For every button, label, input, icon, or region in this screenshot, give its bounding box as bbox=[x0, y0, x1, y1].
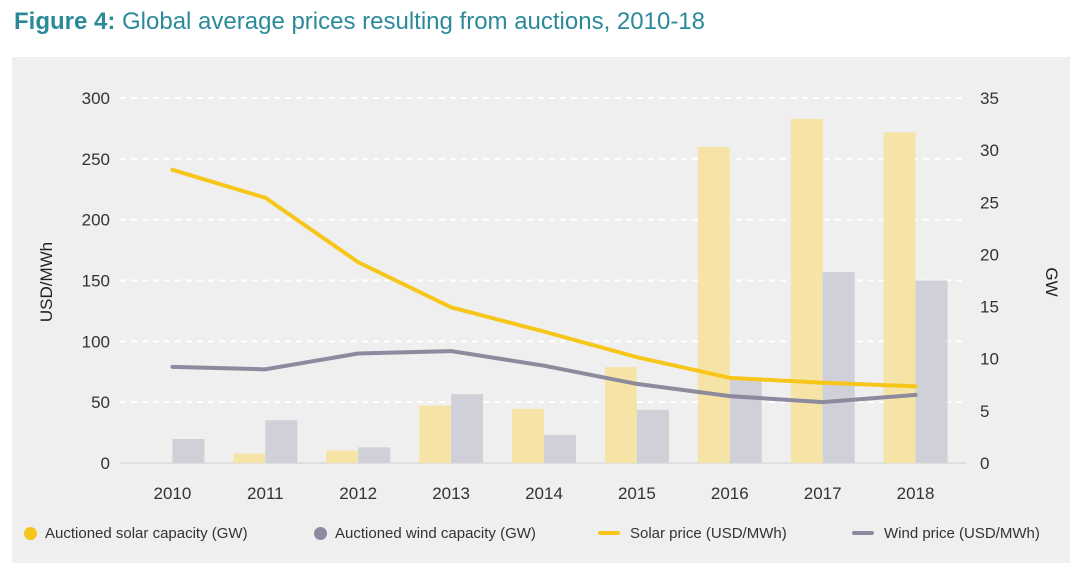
wind-capacity-bar-2010 bbox=[172, 439, 205, 463]
x-tick-2018: 2018 bbox=[897, 484, 935, 503]
right-axis-title: GW bbox=[1042, 267, 1061, 296]
right-tick-20: 20 bbox=[980, 245, 999, 264]
legend-label: Wind price (USD/MWh) bbox=[884, 524, 1040, 542]
legend-line-icon bbox=[852, 531, 874, 535]
legend-label: Auctioned wind capacity (GW) bbox=[335, 524, 536, 542]
left-tick-100: 100 bbox=[82, 332, 110, 351]
x-tick-2015: 2015 bbox=[618, 484, 656, 503]
figure-number: Figure 4: bbox=[14, 8, 116, 35]
x-tick-2014: 2014 bbox=[525, 484, 563, 503]
right-tick-5: 5 bbox=[980, 402, 989, 421]
legend-label: Auctioned solar capacity (GW) bbox=[45, 524, 248, 542]
x-tick-2013: 2013 bbox=[432, 484, 470, 503]
wind-capacity-bar-2014 bbox=[544, 434, 576, 463]
solar-capacity-bar-2017 bbox=[790, 118, 823, 463]
figure-caption: Global average prices resulting from auc… bbox=[122, 8, 705, 35]
wind-capacity-bar-2013 bbox=[451, 394, 484, 463]
right-tick-35: 35 bbox=[980, 89, 999, 108]
left-tick-200: 200 bbox=[82, 211, 110, 230]
legend-dot-icon bbox=[24, 526, 37, 540]
right-axis-ticks: 0 5 10 15 20 25 30 35 bbox=[980, 89, 999, 473]
solar-capacity-bar-2012 bbox=[326, 450, 359, 463]
legend-item-4: Wind price (USD/MWh) bbox=[852, 520, 1040, 546]
left-tick-300: 300 bbox=[82, 89, 110, 108]
x-axis-ticks: 2010 2011 2012 2013 2014 2015 2016 2017 2018 bbox=[154, 484, 935, 503]
wind-capacity-bar-2018 bbox=[915, 280, 948, 463]
bars bbox=[172, 118, 948, 463]
right-tick-30: 30 bbox=[980, 141, 999, 160]
right-tick-15: 15 bbox=[980, 298, 999, 317]
x-tick-2010: 2010 bbox=[154, 484, 192, 503]
x-tick-2011: 2011 bbox=[247, 484, 284, 503]
legend-line-icon bbox=[598, 531, 620, 535]
solar-capacity-bar-2011 bbox=[233, 453, 266, 463]
solar-capacity-bar-2014 bbox=[512, 408, 544, 463]
right-tick-10: 10 bbox=[980, 350, 999, 369]
legend-label: Solar price (USD/MWh) bbox=[630, 524, 787, 542]
wind-capacity-bar-2017 bbox=[822, 272, 855, 463]
left-tick-0: 0 bbox=[101, 454, 110, 473]
x-tick-2017: 2017 bbox=[804, 484, 842, 503]
left-tick-150: 150 bbox=[82, 272, 110, 291]
legend-dot-icon bbox=[314, 526, 327, 540]
legend-item-2: Auctioned wind capacity (GW) bbox=[314, 520, 536, 546]
legend-item-3: Solar price (USD/MWh) bbox=[598, 520, 787, 546]
chart-title: Figure 4: Global average prices resultin… bbox=[14, 8, 705, 36]
price-lines bbox=[170, 167, 918, 405]
solar-capacity-bar-2016 bbox=[697, 147, 730, 463]
wind-capacity-bar-2016 bbox=[729, 379, 762, 463]
right-tick-0: 0 bbox=[980, 454, 989, 473]
wind-capacity-bar-2012 bbox=[358, 447, 391, 463]
x-tick-2016: 2016 bbox=[711, 484, 749, 503]
left-tick-250: 250 bbox=[82, 150, 110, 169]
left-axis-ticks: 0 50 100 150 200 250 300 bbox=[82, 89, 110, 473]
wind-capacity-bar-2011 bbox=[265, 420, 298, 463]
wind-price-line bbox=[170, 349, 918, 405]
left-tick-50: 50 bbox=[91, 393, 110, 412]
left-axis-title: USD/MWh bbox=[37, 242, 56, 322]
solar-capacity-bar-2018 bbox=[883, 132, 916, 463]
solar-capacity-bar-2013 bbox=[419, 405, 452, 463]
x-tick-2012: 2012 bbox=[339, 484, 377, 503]
legend-item-1: Auctioned solar capacity (GW) bbox=[24, 520, 248, 546]
legend: Auctioned solar capacity (GW) Auctioned w… bbox=[24, 520, 1070, 546]
right-tick-25: 25 bbox=[980, 193, 999, 212]
solar-price-line bbox=[170, 167, 918, 389]
wind-capacity-bar-2015 bbox=[636, 409, 669, 463]
